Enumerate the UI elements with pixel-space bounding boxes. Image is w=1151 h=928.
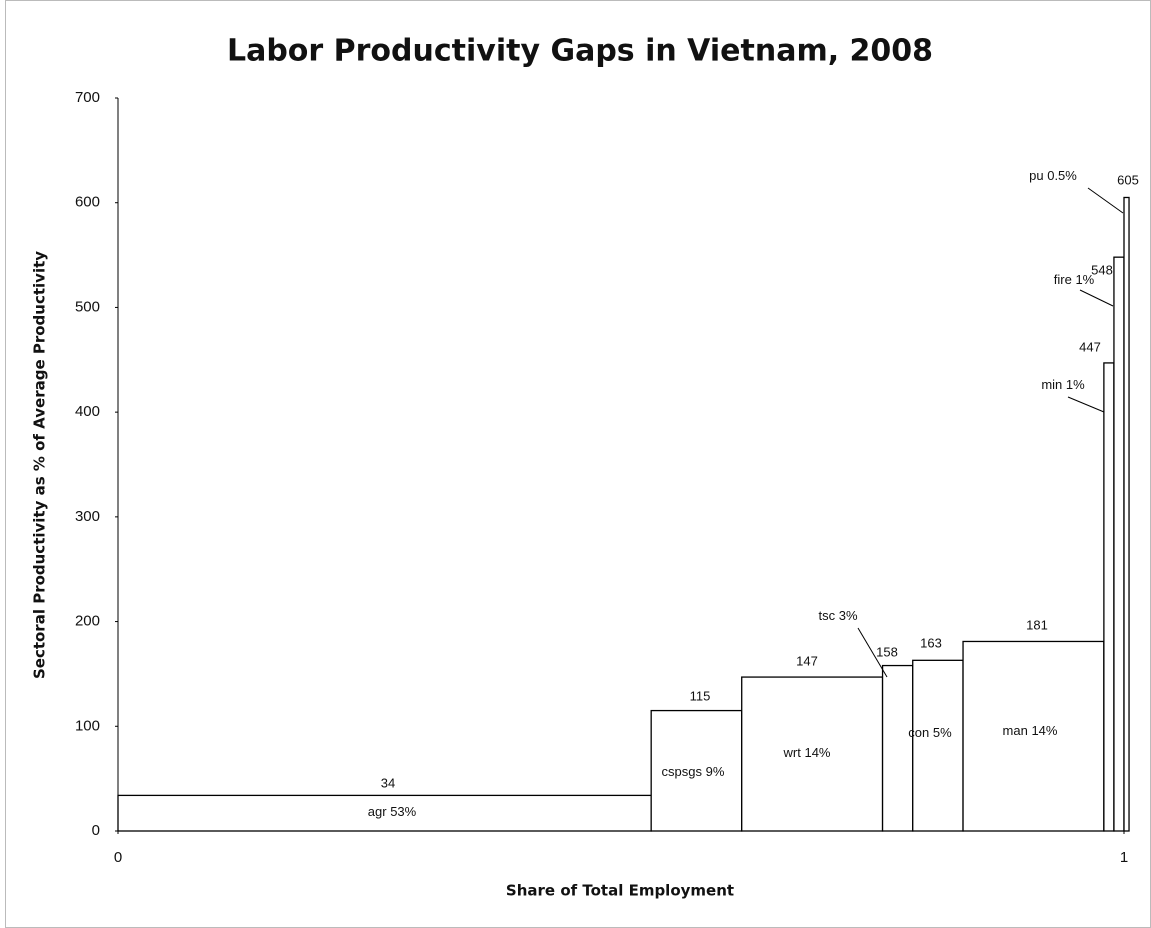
value-label: 181 (1026, 617, 1048, 632)
value-label: 605 (1117, 172, 1139, 187)
sector-name: tsc (818, 608, 835, 623)
sector-label: tsc 3% (818, 608, 857, 623)
leader-line (1079, 289, 1114, 307)
value-label: 34 (381, 775, 395, 790)
bar (1113, 256, 1125, 832)
leader-line (857, 627, 888, 678)
share-label: 53% (390, 804, 416, 819)
bar (650, 709, 743, 832)
sector-label: con 5% (908, 725, 952, 740)
share-label: 0.5% (1047, 168, 1077, 183)
sector-name: pu (1029, 168, 1043, 183)
sector-name: fire (1054, 272, 1072, 287)
bar (1103, 362, 1115, 832)
x-tick-label: 0 (114, 849, 122, 866)
value-label: 115 (690, 688, 711, 703)
bar (912, 659, 964, 832)
y-tick-label: 600 (75, 194, 100, 211)
sector-label: fire 1% (1054, 272, 1095, 287)
sector-label: min 1% (1041, 377, 1085, 392)
bar (1123, 196, 1130, 832)
chart-title: Labor Productivity Gaps in Vietnam, 2008 (227, 34, 933, 69)
x-tick-label: 1 (1120, 849, 1128, 866)
sector-label: wrt 14% (783, 745, 831, 760)
x-axis-title: Share of Total Employment (506, 882, 734, 900)
y-tick-label: 200 (75, 613, 100, 630)
sector-label: man 14% (1003, 723, 1058, 738)
sector-label: pu 0.5% (1029, 168, 1077, 183)
sector-label: agr 53% (368, 804, 417, 819)
sector-name: agr (368, 804, 387, 819)
bar (741, 676, 884, 832)
bar (962, 640, 1105, 832)
value-label: 548 (1091, 262, 1113, 277)
value-label: 447 (1079, 339, 1101, 354)
share-label: 3% (839, 608, 858, 623)
value-label: 147 (796, 653, 818, 668)
bar (117, 794, 652, 832)
share-label: 1% (1066, 377, 1085, 392)
leader-line (1087, 187, 1124, 214)
y-tick-label: 400 (75, 403, 100, 420)
y-tick-label: 500 (75, 298, 100, 315)
share-label: 9% (706, 764, 725, 779)
sector-name: con (908, 725, 929, 740)
y-tick-label: 700 (75, 89, 100, 106)
sector-name: wrt (783, 745, 802, 760)
bar (881, 664, 914, 832)
sector-label: cspsgs 9% (662, 764, 725, 779)
y-tick-label: 0 (92, 822, 100, 839)
leader-line (1067, 396, 1105, 413)
sector-name: min (1041, 377, 1062, 392)
share-label: 14% (1031, 723, 1057, 738)
value-label: 158 (876, 644, 898, 659)
sector-name: man (1003, 723, 1028, 738)
share-label: 5% (933, 725, 952, 740)
share-label: 14% (804, 745, 830, 760)
y-tick-label: 300 (75, 508, 100, 525)
value-label: 163 (920, 635, 942, 650)
share-label: 1% (1075, 272, 1094, 287)
sector-name: cspsgs (662, 764, 703, 779)
y-tick-label: 100 (75, 717, 100, 734)
y-axis-title: Sectoral Productivity as % of Average Pr… (31, 251, 49, 679)
